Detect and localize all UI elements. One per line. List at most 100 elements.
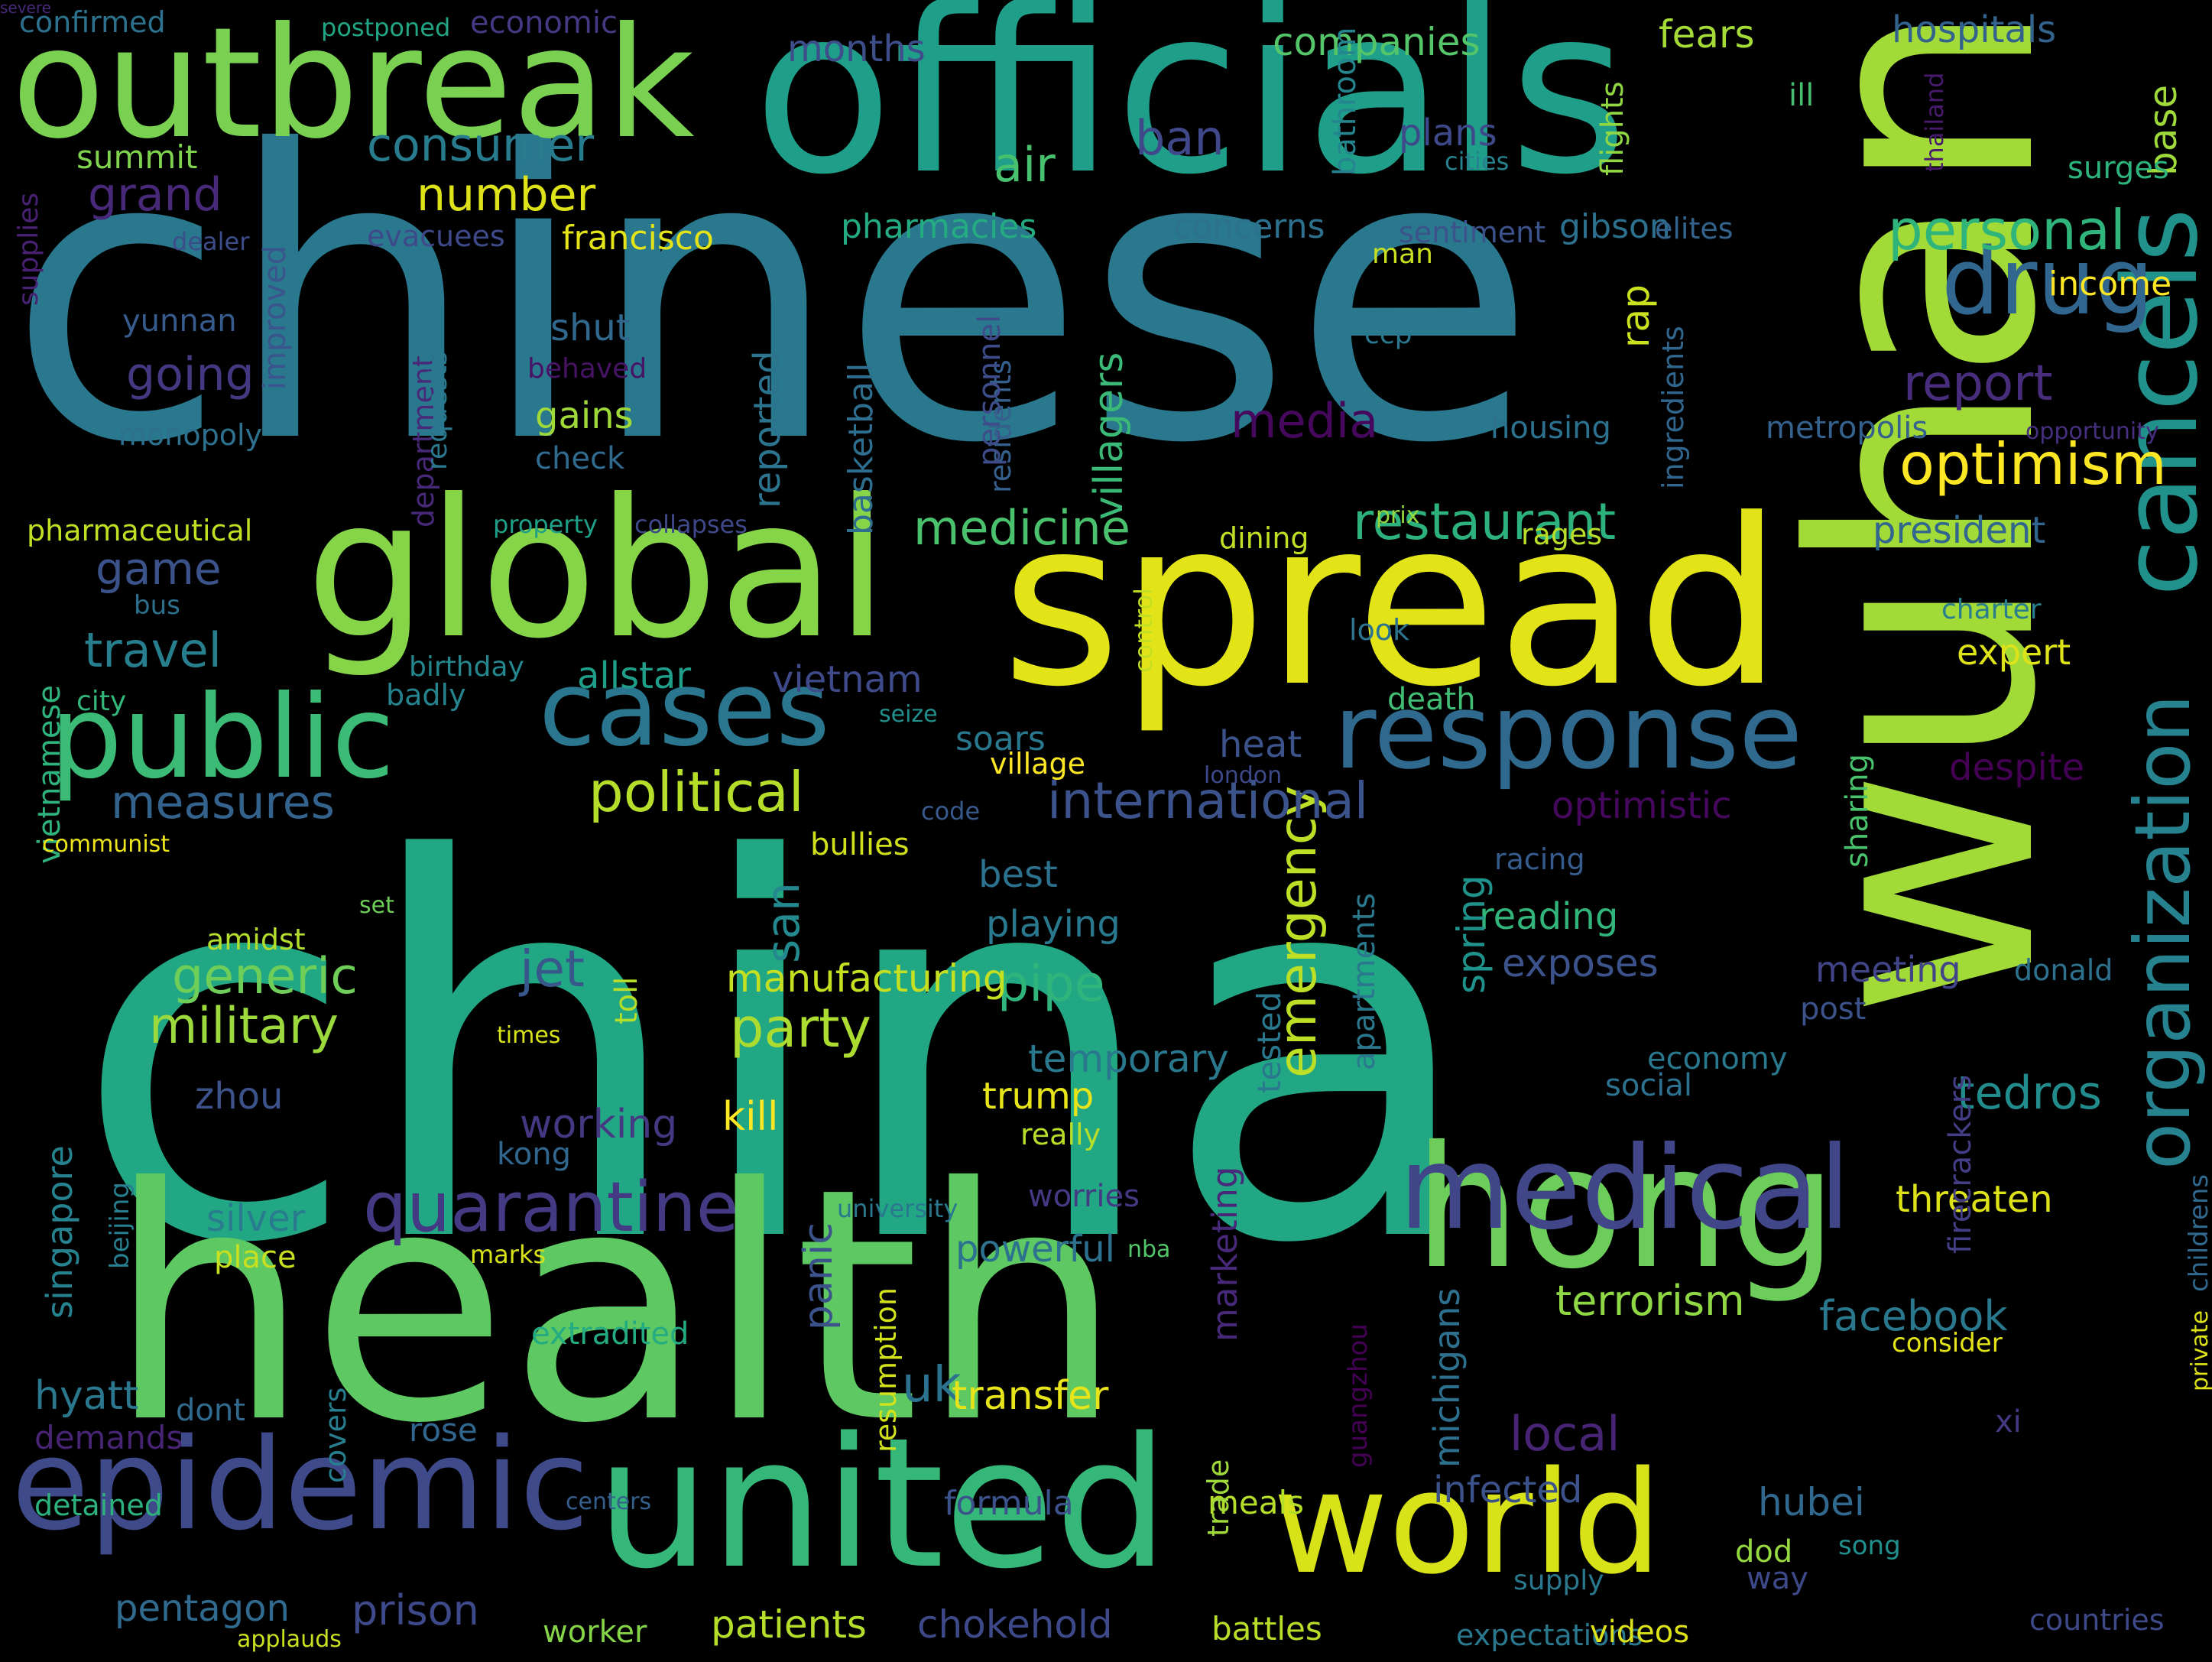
word-london: london — [1204, 762, 1283, 789]
word-reading: reading — [1479, 895, 1619, 938]
word-detained: detained — [34, 1488, 163, 1522]
word-communist: communist — [42, 831, 170, 858]
word-centers: centers — [566, 1488, 652, 1515]
word-working: working — [520, 1102, 678, 1147]
word-monopoly: monopoly — [118, 418, 263, 452]
word-powerful: powerful — [955, 1228, 1116, 1271]
word-party: party — [730, 997, 871, 1060]
word-united: united — [596, 1400, 1169, 1608]
word-rap: rap — [1614, 284, 1658, 348]
word-apartments: apartments — [1347, 893, 1382, 1070]
word-surges: surges — [2068, 151, 2169, 186]
word-months: months — [787, 28, 926, 70]
word-singapore: singapore — [39, 1145, 80, 1319]
word-housing: housing — [1490, 411, 1611, 446]
word-song: song — [1838, 1531, 1901, 1561]
word-thailand: thailand — [1920, 72, 1949, 172]
word-hubei: hubei — [1758, 1480, 1865, 1524]
word-francisco: francisco — [562, 219, 714, 258]
word-number: number — [417, 168, 596, 222]
word-man: man — [1372, 239, 1433, 270]
word-prison: prison — [352, 1586, 479, 1634]
word-guangzhou: guangzhou — [1343, 1323, 1374, 1468]
word-ingredients: ingredients — [1656, 326, 1690, 489]
word-dealer: dealer — [172, 227, 250, 256]
word-look: look — [1349, 613, 1410, 647]
word-best: best — [978, 853, 1058, 896]
word-yunnan: yunnan — [122, 304, 237, 339]
word-quarantine: quarantine — [363, 1167, 739, 1248]
word-spread: spread — [1001, 470, 1783, 737]
word-outbreak: outbreak — [11, 0, 695, 173]
word-game: game — [96, 543, 222, 595]
word-postponed: postponed — [321, 13, 451, 42]
word-elites: elites — [1655, 212, 1734, 245]
word-grand: grand — [88, 168, 222, 222]
word-medicine: medicine — [913, 500, 1130, 556]
word-meeting: meeting — [1815, 949, 1961, 990]
word-cases: cases — [539, 649, 830, 769]
word-badly: badly — [386, 678, 466, 712]
word-infected: infected — [1433, 1469, 1583, 1511]
word-president: president — [1873, 509, 2046, 552]
word-death: death — [1387, 682, 1476, 717]
word-concerns: concerns — [1173, 207, 1325, 246]
word-expectations: expectations — [1456, 1618, 1643, 1652]
word-rages: rages — [1521, 518, 1603, 551]
word-supplies: supplies — [13, 192, 44, 306]
word-opportunity: opportunity — [2026, 418, 2159, 445]
word-racing: racing — [1494, 842, 1585, 876]
word-extradited: extradited — [531, 1316, 689, 1352]
word-evacuees: evacuees — [367, 219, 505, 253]
word-pentagon: pentagon — [115, 1587, 290, 1630]
word-check: check — [535, 441, 625, 476]
word-hong: hong — [1414, 1110, 1837, 1306]
word-dining: dining — [1219, 521, 1309, 555]
word-facebook: facebook — [1819, 1292, 2008, 1340]
word-playing: playing — [986, 903, 1121, 946]
word-kong: kong — [497, 1137, 571, 1172]
word-personal: personal — [1888, 198, 2126, 262]
word-public: public — [50, 671, 395, 804]
word-villagers: villagers — [1086, 352, 1132, 520]
word-worker: worker — [543, 1615, 647, 1650]
word-exposes: exposes — [1502, 941, 1659, 985]
word-supply: supply — [1513, 1565, 1604, 1596]
word-summit: summit — [76, 138, 198, 176]
word-vietnam: vietnam — [772, 658, 923, 701]
word-place: place — [214, 1240, 297, 1275]
word-patients: patients — [711, 1602, 867, 1647]
word-transfer: transfer — [952, 1373, 1109, 1419]
word-flights: flights — [1595, 81, 1630, 176]
word-optimistic: optimistic — [1552, 784, 1732, 827]
word-metropolis: metropolis — [1766, 411, 1928, 446]
word-kill: kill — [722, 1094, 779, 1140]
word-zhou: zhou — [195, 1075, 284, 1118]
word-ccp: ccp — [1364, 319, 1413, 350]
word-ban: ban — [1135, 110, 1224, 166]
word-economy: economy — [1647, 1041, 1788, 1076]
word-plans: plans — [1399, 112, 1497, 154]
word-china: china — [73, 752, 1481, 1357]
word-local: local — [1510, 1406, 1620, 1462]
word-xi: xi — [1995, 1404, 2022, 1440]
word-despite: despite — [1949, 746, 2085, 789]
word-chinese: chinese — [8, 67, 1537, 530]
word-code: code — [921, 797, 981, 826]
word-trade: trade — [1202, 1459, 1235, 1537]
word-resumption: resumption — [869, 1287, 903, 1453]
word-san: san — [757, 881, 810, 963]
word-michigans: michigans — [1426, 1287, 1468, 1468]
word-international: international — [1047, 771, 1369, 830]
word-spring: spring — [1449, 875, 1494, 994]
word-companies: companies — [1273, 20, 1481, 64]
word-tested: tested — [1250, 991, 1288, 1093]
word-threaten: threaten — [1896, 1178, 2053, 1221]
word-sentiment: sentiment — [1399, 216, 1546, 249]
word-beijing: beijing — [105, 1182, 135, 1269]
word-nba: nba — [1127, 1236, 1171, 1263]
word-social: social — [1605, 1068, 1693, 1103]
word-going: going — [126, 348, 255, 401]
word-marketing: marketing — [1205, 1166, 1245, 1342]
word-university: university — [837, 1194, 958, 1223]
